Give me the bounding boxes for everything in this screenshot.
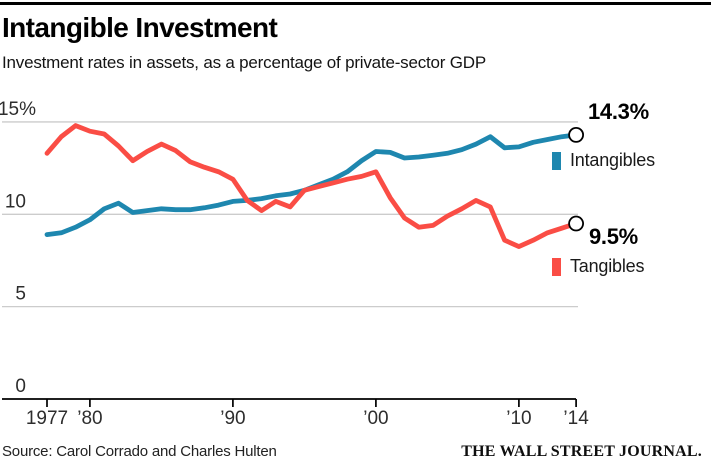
tangibles-end-marker [568,215,584,232]
x-tick-label-2010: ’10 [506,408,531,429]
x-tick-label-1977: 1977 [26,408,68,429]
legend-intangibles: Intangibles [552,150,655,171]
legend-tangibles: Tangibles [552,256,644,277]
y-tick-label-0: 0 [15,376,26,397]
chart-subtitle: Investment rates in assets, as a percent… [2,53,487,72]
x-tick-label-2014: ’14 [563,408,589,429]
tangibles-end-value: 9.5% [589,224,638,249]
legend-intangibles-label: Intangibles [570,150,655,170]
chart-title: Intangible Investment [2,12,278,43]
x-tick-label-2000: ’00 [363,408,388,429]
wsj-credit: THE WALL STREET JOURNAL. [461,443,702,460]
x-tick-label-1980: ’80 [77,408,102,429]
intangibles-end-value: 14.3% [588,99,649,124]
y-tick-label-5: 5 [15,284,26,305]
y-tick-label-10: 10 [5,191,26,212]
intangibles-end-marker [568,126,584,143]
intangibles-swatch-icon [552,151,561,170]
top-rule [0,2,711,5]
y-tick-label-15: 15% [0,99,36,120]
source-note: Source: Carol Corrado and Charles Hulten [2,443,277,460]
tangibles-swatch-icon [552,257,561,276]
x-tick-label-1990: ’90 [220,408,245,429]
tangibles-line [44,123,579,250]
legend-tangibles-label: Tangibles [570,256,645,276]
